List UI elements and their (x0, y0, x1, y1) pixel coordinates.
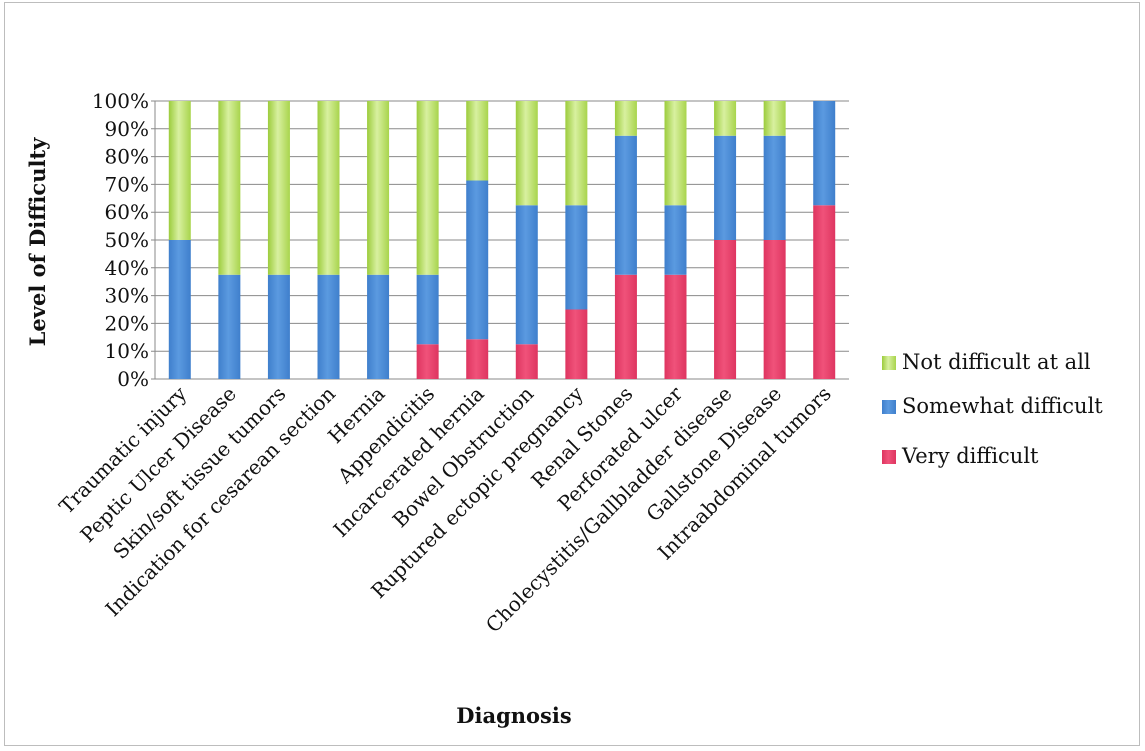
bar-segment (367, 274, 390, 379)
bar-segment (714, 135, 737, 240)
y-tick-label: 20% (105, 311, 149, 335)
bar-segment (267, 274, 290, 379)
bar-segment (416, 274, 439, 345)
y-axis-label: Level of Difficulty (25, 137, 50, 346)
bar-segment (565, 205, 588, 310)
bar-segment (763, 135, 786, 240)
y-tick-label: 10% (105, 339, 149, 363)
bar-segment (267, 101, 290, 275)
chart-frame: 0% 10% 20% 30% 40% 50% 60% 70% 80% 90% 100% Trauma… (4, 2, 1140, 746)
bar-segment (614, 135, 637, 275)
bar-segment (664, 205, 687, 275)
bar-segment (515, 101, 538, 206)
bar-segment (317, 274, 340, 379)
bar-segment (218, 274, 241, 379)
y-tick-label: 50% (105, 228, 149, 252)
bar-segment (763, 101, 786, 136)
bar-segment (317, 101, 340, 275)
bar-segment (813, 101, 836, 206)
bar-segment (813, 205, 836, 379)
bar-segment (565, 101, 588, 206)
bar-segment (466, 339, 489, 379)
bar-segment (664, 101, 687, 206)
stacked-bar-chart: 0% 10% 20% 30% 40% 50% 60% 70% 80% 90% 100% Trauma… (25, 89, 1103, 728)
bars (168, 101, 836, 379)
y-tick-label: 30% (105, 284, 149, 308)
legend-swatch (882, 356, 896, 370)
y-tick-label: 0% (117, 367, 149, 391)
bar-segment (565, 309, 588, 379)
bar-segment (416, 344, 439, 379)
bar-segment (416, 101, 439, 275)
bar-segment (714, 101, 737, 136)
legend-label: Not difficult at all (902, 350, 1091, 374)
gridlines (151, 100, 849, 380)
y-tick-label: 100% (92, 89, 149, 113)
bar-segment (466, 101, 489, 181)
y-tick-label: 80% (105, 145, 149, 169)
bar-segment (367, 101, 390, 275)
bar-segment (168, 101, 191, 240)
bar-segment (515, 344, 538, 379)
y-axis-ticks: 0% 10% 20% 30% 40% 50% 60% 70% 80% 90% 100% (92, 89, 149, 391)
bar-segment (664, 274, 687, 379)
bar-segment (168, 240, 191, 379)
y-tick-label: 60% (105, 200, 149, 224)
bar-segment (763, 240, 786, 379)
bar-segment (614, 101, 637, 136)
bar-segment (614, 274, 637, 379)
bar-segment (218, 101, 241, 275)
legend-swatch (882, 400, 896, 414)
legend-label: Somewhat difficult (902, 394, 1103, 418)
bar-segment (515, 205, 538, 345)
y-tick-label: 70% (105, 172, 149, 196)
legend-label: Very difficult (901, 444, 1039, 468)
legend-swatch (882, 450, 896, 464)
x-axis-label: Diagnosis (456, 703, 571, 728)
legend: Not difficult at all Somewhat difficult Ve… (882, 350, 1103, 468)
y-tick-label: 40% (105, 256, 149, 280)
y-tick-label: 90% (105, 117, 149, 141)
bar-segment (714, 240, 737, 379)
bar-segment (466, 180, 489, 340)
